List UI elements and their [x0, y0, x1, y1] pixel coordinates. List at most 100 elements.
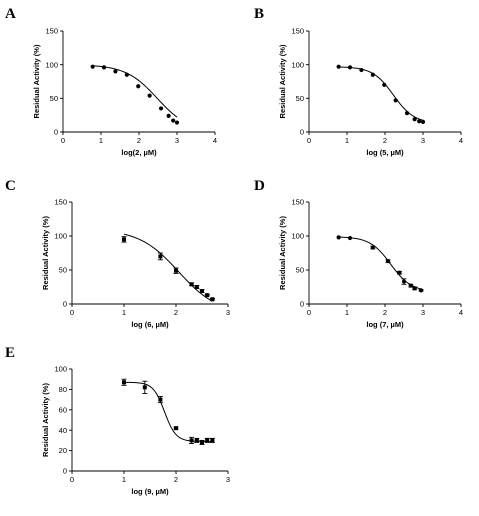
data-point	[382, 82, 387, 87]
x-tick-label: 1	[122, 308, 126, 317]
x-tick-label: 1	[345, 136, 349, 145]
y-tick-label: 150	[45, 27, 58, 36]
data-point	[359, 67, 364, 73]
data-point	[397, 270, 402, 275]
data-point	[370, 245, 375, 250]
data-point	[174, 120, 180, 125]
panel-b: B 0 50 100 150 0 1 2 3 4 log (5, µM) Residual Activ…	[254, 6, 463, 157]
data-point	[189, 282, 194, 287]
y-tick-label: 20	[59, 446, 67, 455]
y-tick-label: 100	[54, 232, 67, 241]
x-tick-label: 3	[226, 475, 230, 484]
x-tick-label: 2	[174, 308, 178, 317]
y-tick-label: 100	[291, 60, 304, 69]
x-tick-label: 1	[99, 136, 103, 145]
x-tick-label: 0	[307, 136, 311, 145]
data-point	[158, 106, 164, 111]
x-tick-label: 2	[137, 136, 141, 145]
data-point	[124, 72, 129, 77]
fit-curve	[123, 381, 213, 442]
x-tick-label: 2	[174, 475, 178, 484]
data-point	[370, 72, 375, 77]
y-axis-title: Residual Activity (%)	[41, 383, 50, 457]
data-point	[401, 279, 407, 284]
x-tick-label: 0	[307, 308, 311, 317]
data-point	[412, 117, 417, 122]
data-point	[408, 283, 413, 288]
data-point	[336, 64, 341, 69]
y-tick-label: 50	[296, 94, 304, 103]
y-tick-label: 150	[291, 27, 304, 36]
y-tick-label: 150	[291, 198, 304, 207]
y-tick-label: 50	[59, 266, 67, 275]
y-axis-title: Residual Activity (%)	[278, 216, 287, 290]
data-point	[210, 438, 215, 443]
y-tick-label: 0	[63, 300, 67, 309]
panel-label: C	[5, 178, 16, 194]
fit-curve	[123, 233, 213, 302]
panel-d: D 0 50 100 150 0 1 2 3 4 log (7, µM) Residual Activ…	[254, 178, 463, 329]
x-tick-label: 2	[383, 308, 387, 317]
data-point	[122, 380, 126, 385]
x-tick-label: 3	[226, 308, 230, 317]
data-point	[205, 438, 210, 443]
data-point	[412, 286, 417, 291]
fit-curve	[92, 65, 178, 118]
fit-curve	[338, 236, 422, 290]
x-tick-label: 0	[70, 475, 74, 484]
y-tick-label: 0	[54, 128, 58, 137]
data-point	[189, 438, 194, 443]
data-point	[205, 293, 210, 298]
x-tick-label: 4	[459, 136, 463, 145]
x-tick-label: 3	[421, 308, 425, 317]
panel-c: C 0 50 100 150 0 1 2 3 log (6, µM) Residual Activi…	[5, 178, 230, 329]
x-tick-label: 3	[421, 136, 425, 145]
x-tick-label: 1	[122, 475, 126, 484]
data-point	[336, 235, 341, 240]
data-point	[417, 119, 422, 124]
data-point	[200, 289, 204, 294]
y-tick-label: 100	[45, 60, 58, 69]
y-tick-label: 100	[291, 232, 304, 241]
data-point	[122, 237, 126, 242]
data-point	[166, 113, 171, 118]
data-point	[194, 438, 199, 443]
data-point	[347, 65, 353, 70]
data-point	[347, 235, 353, 241]
x-axis-title: log(2, µM)	[121, 148, 157, 157]
data-point	[171, 118, 176, 123]
data-point	[194, 285, 199, 289]
x-tick-label: 4	[459, 308, 463, 317]
data-point	[158, 254, 163, 259]
panel-label: E	[5, 345, 15, 361]
y-tick-label: 40	[59, 426, 67, 435]
panel-a: A 0 50 100 150 0 1 2 3 4 log(2, µM) Residual Activi…	[5, 6, 217, 157]
data-point	[113, 69, 118, 74]
y-tick-label: 50	[50, 94, 58, 103]
data-point	[419, 288, 424, 293]
y-tick-label: 50	[296, 266, 304, 275]
y-tick-label: 100	[54, 365, 67, 374]
data-point	[142, 385, 147, 390]
y-tick-label: 150	[54, 198, 67, 207]
y-axis-title: Residual Activity (%)	[41, 216, 50, 290]
data-point	[385, 259, 391, 264]
panel-label: B	[254, 6, 264, 22]
x-tick-label: 0	[61, 136, 65, 145]
y-axis-title: Residual Activity (%)	[32, 44, 41, 118]
x-axis-title: log (5, µM)	[366, 148, 404, 157]
panel-label: A	[5, 6, 16, 22]
data-point	[174, 426, 178, 431]
x-tick-label: 2	[383, 136, 387, 145]
x-tick-label: 4	[213, 136, 217, 145]
data-point	[393, 98, 398, 103]
x-axis-title: log (9, µM)	[131, 487, 169, 496]
x-tick-label: 3	[175, 136, 179, 145]
x-tick-label: 1	[345, 308, 349, 317]
y-tick-label: 80	[59, 385, 67, 394]
data-point	[210, 297, 215, 302]
data-point	[158, 397, 163, 402]
y-tick-label: 0	[63, 467, 67, 476]
panel-e: E 0 20 40 60 80 100 0 1 2 3 log (9, µM) Residual Act…	[5, 345, 230, 496]
